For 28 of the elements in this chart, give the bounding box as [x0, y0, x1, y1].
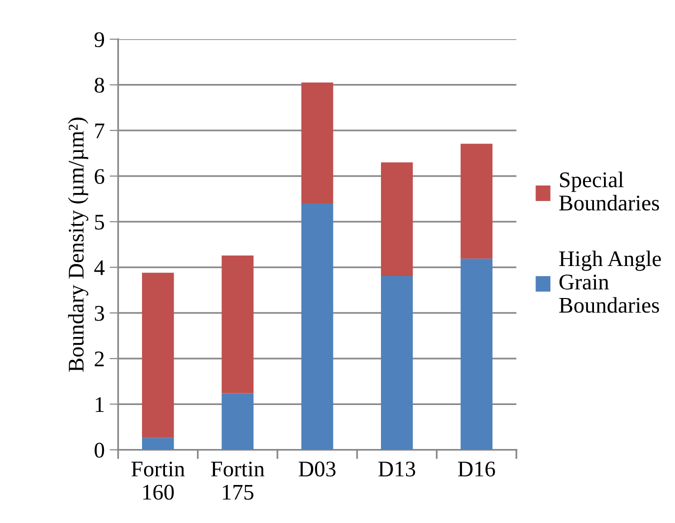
- bar: [460, 144, 492, 259]
- y-tick-label: 2: [94, 352, 104, 366]
- x-tick-label: Fortin 160: [131, 462, 185, 500]
- y-tick-label: 3: [94, 306, 104, 321]
- x-tick-label: Fortin 175: [211, 462, 264, 500]
- x-tick-label: D03: [298, 462, 336, 477]
- legend-label: Special Boundaries: [559, 172, 660, 211]
- bar: [460, 258, 492, 450]
- bar: [222, 393, 254, 450]
- bar: [142, 438, 174, 450]
- bar: [222, 255, 254, 394]
- y-tick-label: 9: [94, 32, 104, 48]
- y-tick-label: 1: [96, 397, 104, 412]
- y-axis-title: Boundary Density (µm/µm²): [68, 118, 88, 372]
- y-tick-label: 6: [94, 169, 104, 184]
- y-tick-label: 8: [94, 78, 104, 93]
- y-tick-label: 4: [94, 260, 105, 276]
- x-tick-label: D13: [378, 462, 416, 477]
- bar: [301, 203, 334, 450]
- y-tick-label: 5: [95, 214, 104, 230]
- bar: [380, 162, 413, 276]
- x-tick-label: D16: [458, 462, 496, 477]
- y-tick-label: 7: [95, 124, 104, 138]
- bar: [142, 272, 174, 438]
- legend-label: High Angle Grain Boundaries: [559, 250, 661, 313]
- bar: [301, 82, 334, 204]
- bar: [380, 276, 413, 450]
- y-tick-label: 0: [94, 442, 104, 458]
